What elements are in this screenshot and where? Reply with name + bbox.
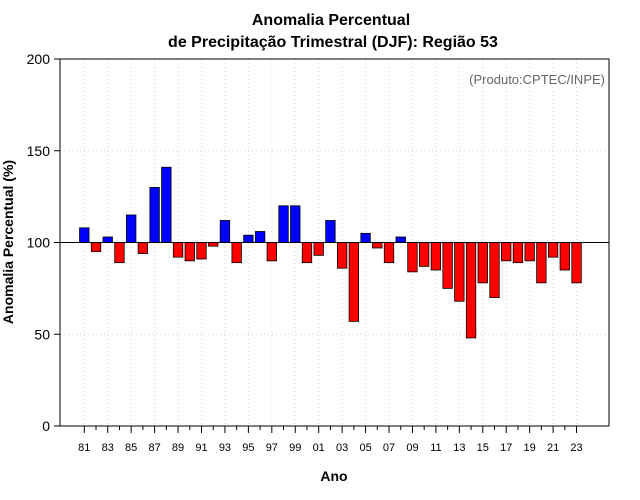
y-tick-label: 200: [27, 51, 51, 67]
bar-83: [102, 236, 113, 243]
bar-10: [419, 242, 430, 267]
bar-85: [126, 214, 137, 243]
bar-96: [254, 231, 266, 243]
y-tick-label: 100: [27, 235, 51, 251]
bar-98: [278, 205, 289, 243]
bar-99: [290, 205, 301, 243]
x-tick-label: 85: [125, 442, 137, 454]
x-tick-label: 23: [570, 442, 582, 454]
bar-82: [90, 242, 102, 253]
y-tick-label: 0: [42, 418, 50, 434]
x-tick-label: 09: [406, 442, 418, 454]
x-tick-label: 03: [336, 442, 348, 454]
bar-21: [547, 242, 559, 258]
bar-02: [325, 220, 336, 243]
x-tick-label: 01: [313, 442, 325, 454]
bar-12: [442, 242, 453, 289]
x-tick-label: 19: [524, 442, 536, 454]
x-axis-label: Ano: [320, 468, 347, 484]
bar-09: [407, 242, 418, 273]
y-axis-label: Anomalia Percentual (%): [0, 160, 16, 324]
bar-00: [301, 242, 313, 264]
bar-18: [512, 242, 524, 264]
bar-22: [559, 242, 570, 271]
y-tick-label: 150: [27, 143, 51, 159]
x-tick-label: 97: [266, 442, 278, 454]
bar-23: [571, 242, 582, 284]
x-tick-label: 15: [477, 442, 489, 454]
y-tick-label: 50: [34, 326, 50, 342]
bar-87: [149, 187, 160, 243]
bar-07: [383, 242, 395, 264]
bar-08: [395, 236, 406, 243]
x-tick-label: 13: [453, 442, 465, 454]
x-tick-label: 87: [148, 442, 160, 454]
x-tick-label: 17: [500, 442, 512, 454]
x-tick-label: 05: [359, 442, 371, 454]
bar-93: [219, 220, 231, 243]
bar-81: [79, 227, 90, 243]
bars: [79, 166, 582, 339]
x-tick-label: 91: [195, 442, 207, 454]
bar-86: [137, 242, 149, 254]
x-tick-label: 11: [430, 442, 441, 454]
bar-95: [243, 234, 254, 243]
bar-03: [336, 242, 348, 269]
bar-14: [465, 242, 477, 339]
bar-94: [231, 242, 242, 264]
x-tick-label: 21: [547, 442, 559, 454]
x-tick-label: 83: [102, 442, 114, 454]
bar-04: [348, 242, 360, 322]
bar-15: [477, 242, 488, 284]
bar-01: [313, 242, 324, 256]
bar-17: [501, 242, 512, 262]
x-axis: 81 83 85 87 89 91 93 95 97 99 01 03 05 07 09 11 13 15 17 19…: [78, 426, 583, 454]
bar-11: [430, 242, 442, 271]
bar-05: [360, 232, 371, 243]
bar-91: [196, 242, 207, 260]
bar-97: [266, 242, 277, 262]
bar-92: [208, 242, 219, 247]
bar-84: [114, 242, 125, 264]
bar-16: [489, 242, 500, 298]
bar-20: [536, 242, 547, 284]
x-tick-label: 89: [172, 442, 184, 454]
bar-90: [184, 242, 195, 262]
bar-19: [524, 242, 535, 262]
source-annotation: (Produto:CPTEC/INPE): [469, 72, 605, 87]
x-tick-label: 93: [219, 442, 231, 454]
chart-title: Anomalia Percentual: [252, 12, 410, 29]
x-tick-label: 07: [383, 442, 395, 454]
y-axis: 0 50 100 150 200: [27, 51, 60, 434]
bar-89: [172, 242, 184, 258]
bar-88: [161, 166, 172, 243]
bar-13: [454, 242, 465, 302]
chart-subtitle: de Precipitação Trimestral (DJF): Região…: [168, 34, 498, 51]
x-tick-label: 81: [78, 442, 90, 454]
x-tick-label: 99: [289, 442, 301, 454]
bar-06: [372, 242, 383, 249]
x-tick-label: 95: [242, 442, 254, 454]
